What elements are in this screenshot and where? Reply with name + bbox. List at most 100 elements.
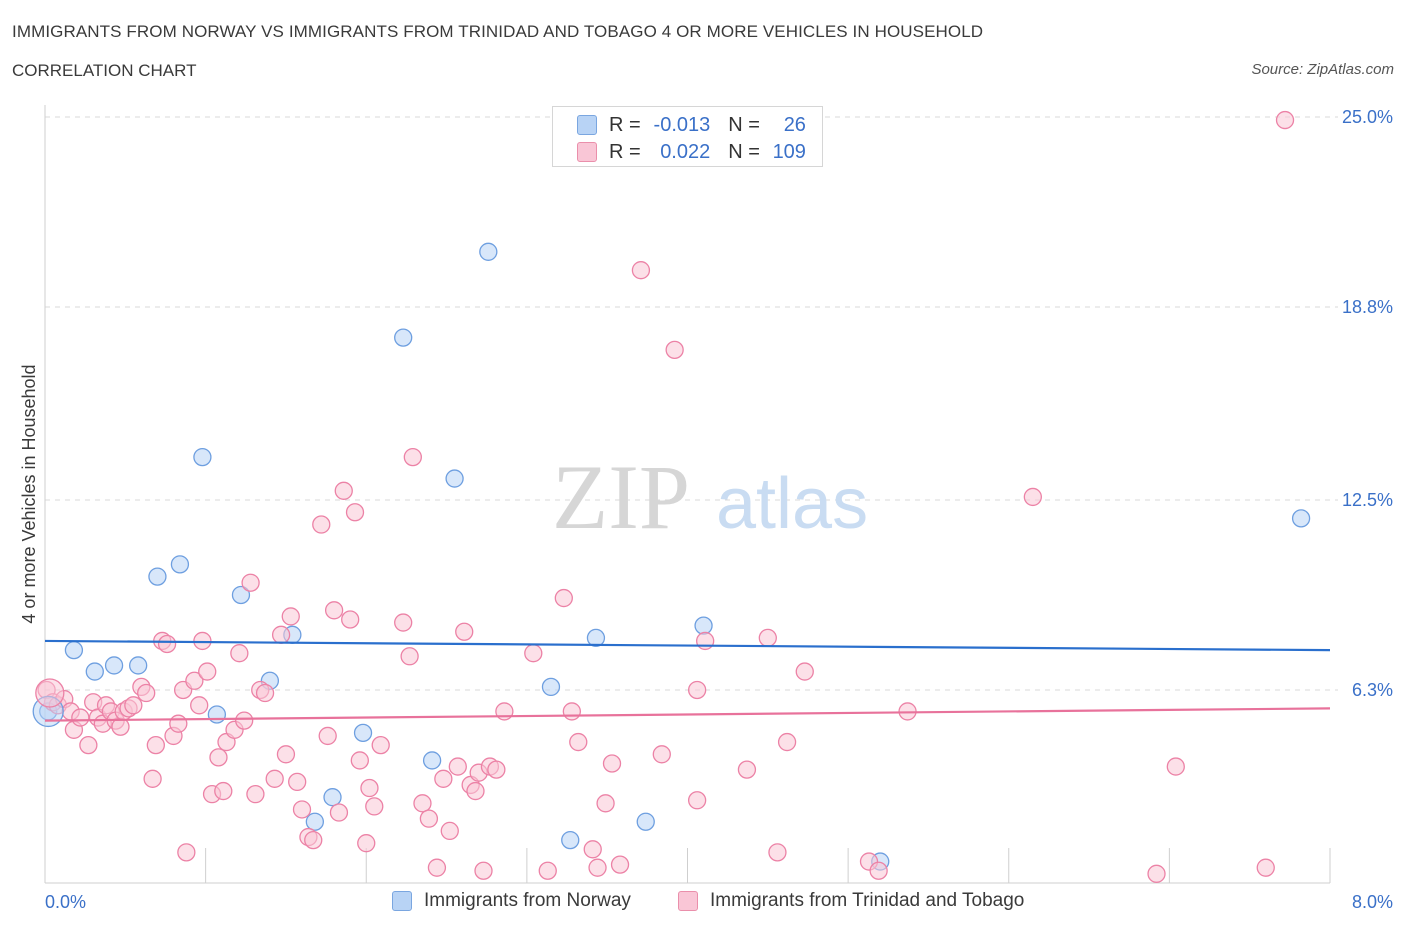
trinidad-point (209, 748, 228, 767)
watermark: ZIP atlas (552, 446, 868, 548)
trinidad-point (434, 769, 453, 788)
norway-point (636, 812, 655, 831)
trinidad-point (427, 858, 447, 877)
trinidad-point (79, 735, 98, 755)
trinidad-r-value: 0.022 (660, 140, 711, 163)
norway-point (207, 705, 227, 724)
trinidad-r-label: R = (609, 140, 641, 163)
trinidad-point (304, 830, 323, 850)
trinidad-point (230, 644, 249, 663)
trinidad-point (360, 778, 379, 798)
trinidad-point (448, 757, 467, 776)
trinidad-point (185, 671, 204, 690)
y-axis-label: 4 or more Vehicles in Household (19, 364, 39, 623)
legend-item-norway: Immigrants from Norway (392, 890, 631, 912)
norway-point (394, 328, 413, 347)
norway-point (231, 585, 251, 605)
trinidad-point (71, 708, 90, 727)
norway-point (561, 830, 580, 850)
trinidad-point (157, 634, 177, 654)
norway-n-value: 26 (783, 113, 806, 136)
trinidad-point (1275, 110, 1295, 130)
trinidad-point (371, 735, 390, 755)
trinidad-point (538, 861, 557, 880)
trinidad-point (265, 769, 284, 788)
trinidad-point (394, 613, 413, 632)
trinidad-point (795, 662, 814, 681)
trinidad-point (777, 732, 797, 752)
axes (44, 105, 1331, 884)
norway-point (479, 242, 498, 261)
trinidad-point (357, 834, 376, 853)
trinidad-point (524, 644, 543, 663)
trinidad-point (631, 261, 651, 280)
norway-n-label: N = (728, 113, 760, 136)
norway-r-label: R = (609, 113, 641, 136)
trinidad-point (235, 711, 254, 730)
trinidad-point (602, 754, 622, 773)
chart-title: IMMIGRANTS FROM NORWAY VS IMMIGRANTS FRO… (12, 22, 984, 41)
trinidad-point (1166, 757, 1185, 776)
watermark-atlas: atlas (716, 464, 868, 544)
norway-point (353, 723, 373, 743)
trinidad-point (137, 683, 156, 703)
chart-subtitle: CORRELATION CHART (12, 61, 197, 80)
y-tick-label: 6.3% (1352, 680, 1393, 700)
trinidad-point (583, 840, 602, 859)
norway-point (323, 788, 342, 807)
gridlines (45, 116, 1338, 691)
trinidad-point (610, 855, 630, 874)
trinidad-point (440, 821, 459, 841)
stats-row-trinidad: R = 0.022 N = 109 (577, 140, 806, 164)
norway-point (694, 616, 713, 635)
x-tick-label: 0.0% (45, 892, 86, 912)
trinidad-point (324, 601, 344, 620)
trinidad-point (687, 680, 707, 700)
y-tick-label: 12.5% (1342, 490, 1393, 510)
legend-label-norway: Immigrants from Norway (424, 890, 631, 911)
trinidad-point (554, 588, 573, 608)
trinidad-point (334, 481, 353, 500)
norway-point (148, 567, 167, 586)
trinidad-point (292, 800, 312, 819)
trinidad-point (474, 861, 493, 880)
norway-point (305, 812, 325, 831)
trinidad-point (737, 760, 757, 779)
norway-point (1291, 509, 1311, 528)
trinidad-point (365, 797, 384, 816)
trinidad-point (1023, 487, 1042, 507)
trinidad-point (190, 696, 209, 715)
trinidad-point (455, 622, 474, 641)
trinidad-point (124, 696, 143, 715)
trinidad-point (146, 735, 165, 755)
legend-swatch-norway (392, 891, 412, 911)
norway-point (422, 751, 442, 770)
trinidad-point (1256, 858, 1275, 877)
trinidad-point (318, 726, 337, 746)
trinidad-point (652, 745, 671, 764)
tick-labels: 6.3% 12.5% 18.8% 25.0% 0.0% 8.0% (45, 107, 1393, 912)
trinidad-point (169, 714, 188, 733)
trinidad-point (400, 647, 419, 666)
trinidad-point (596, 794, 615, 813)
norway-point (129, 656, 148, 675)
trinidad-point (288, 772, 307, 792)
norway-point (541, 677, 561, 697)
data-points (32, 110, 1311, 883)
legend-item-trinidad: Immigrants from Trinidad and Tobago (678, 890, 1024, 912)
trinidad-point (419, 809, 439, 828)
x-tick-label: 8.0% (1352, 892, 1393, 912)
norway-swatch (577, 115, 597, 135)
trinidad-point (466, 781, 485, 801)
y-tick-label: 25.0% (1342, 107, 1393, 127)
trinidad-point (687, 791, 707, 810)
trinidad-point (665, 340, 684, 360)
trinidad-point (341, 610, 360, 629)
trinidad-point (281, 607, 300, 626)
norway-r-value: -0.013 (653, 113, 711, 136)
legend-label-trinidad: Immigrants from Trinidad and Tobago (710, 890, 1025, 911)
trinidad-point (413, 794, 432, 813)
trinidad-point (312, 515, 331, 534)
trinidad-point (403, 447, 422, 467)
